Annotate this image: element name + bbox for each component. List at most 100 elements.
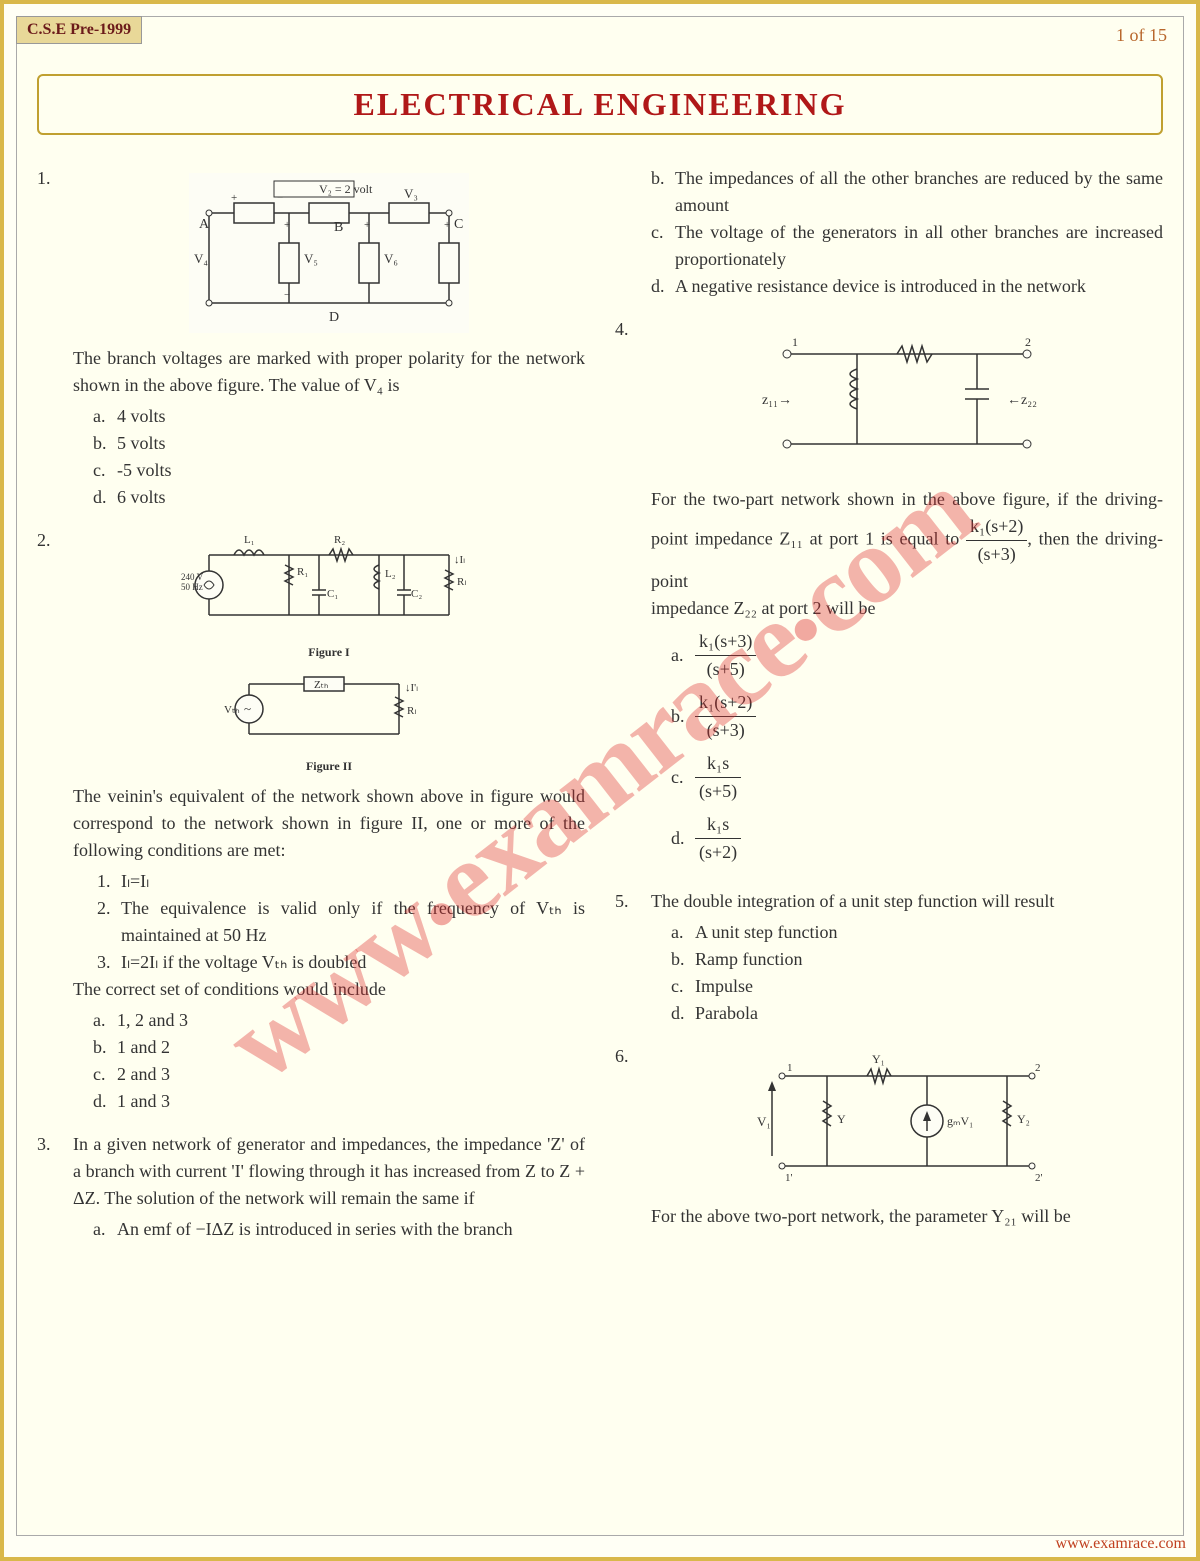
q3-body: In a given network of generator and impe…: [73, 1131, 585, 1243]
cond-num: 3.: [97, 949, 121, 976]
svg-text:C₁: C₁: [327, 588, 338, 600]
svg-text:1: 1: [787, 1062, 793, 1074]
opt-letter: c.: [651, 219, 675, 273]
q2-options: a.1, 2 and 3 b.1 and 2 c.2 and 3 d.1 and…: [93, 1007, 585, 1115]
svg-text:V₅: V₅: [304, 251, 318, 266]
q2-opt-c: 2 and 3: [117, 1061, 170, 1088]
q5-body: The double integration of a unit step fu…: [651, 888, 1163, 1027]
svg-text:L₁: L₁: [244, 535, 255, 546]
q1-circuit-diagram: V₂ = 2 volt A B C D V₄ V₅ V₆ V₃ + −: [189, 173, 469, 333]
svg-text:Y₁: Y₁: [872, 1052, 885, 1066]
svg-text:←z₂₂: ←z₂₂: [1007, 393, 1037, 408]
svg-text:↓I'ₗ: ↓I'ₗ: [405, 682, 418, 694]
opt-letter: d.: [671, 825, 695, 852]
q1-opt-c: -5 volts: [117, 457, 172, 484]
q1-options: a.4 volts b.5 volts c.-5 volts d.6 volts: [93, 403, 585, 511]
q2-figure2-diagram: Vₜₕ ~ Zₜₕ Rₗ ↓I'ₗ: [219, 669, 439, 749]
q2-number: 2.: [37, 527, 73, 1115]
q5-number: 5.: [615, 888, 651, 1027]
opt-letter: c.: [93, 457, 117, 484]
svg-text:−: −: [284, 289, 290, 301]
question-4: 4.: [615, 316, 1163, 872]
q3-opt-c: The voltage of the generators in all oth…: [675, 219, 1163, 273]
svg-text:+: +: [231, 192, 237, 204]
page-number: 1 of 15: [1116, 25, 1167, 46]
q6-number: 6.: [615, 1043, 651, 1230]
q2-opt-d: 1 and 3: [117, 1088, 170, 1115]
frac-den: (s+5): [695, 778, 741, 805]
q4-options: a. k₁(s+3)(s+5) b. k₁(s+2)(s+3) c. k₁s(s…: [671, 628, 1163, 866]
q2-cond-1: Iₗ=Iₗ: [121, 868, 149, 895]
q2-opt-b: 1 and 2: [117, 1034, 170, 1061]
q3-number: 3.: [37, 1131, 73, 1243]
q1-body: V₂ = 2 volt A B C D V₄ V₅ V₆ V₃ + −: [73, 165, 585, 511]
opt-letter: b.: [671, 703, 695, 730]
inner-frame: C.S.E Pre-1999 1 of 15 ELECTRICAL ENGINE…: [16, 16, 1184, 1536]
opt-letter: c.: [671, 973, 695, 1000]
question-2: 2. 240 V 50 Hz: [37, 527, 585, 1115]
opt-letter: b.: [93, 430, 117, 457]
svg-text:Zₜₕ: Zₜₕ: [314, 679, 328, 691]
q6-circuit-diagram: Y₁ V₁ Y: [757, 1051, 1057, 1191]
opt-letter: d.: [671, 1000, 695, 1027]
svg-text:R₂: R₂: [334, 535, 345, 546]
svg-text:240 V: 240 V: [181, 572, 204, 582]
svg-text:+: +: [364, 219, 370, 231]
q2-conditions: 1.Iₗ=Iₗ 2.The equivalence is valid only …: [97, 868, 585, 976]
svg-text:A: A: [199, 217, 210, 232]
q5-opt-d: Parabola: [695, 1000, 758, 1027]
svg-text:B: B: [334, 220, 343, 235]
q4-number: 4.: [615, 316, 651, 872]
opt-letter: b.: [671, 946, 695, 973]
question-3-continued: b.The impedances of all the other branch…: [615, 165, 1163, 300]
q6-text: For the above two-port network, the para…: [651, 1203, 1163, 1230]
svg-text:2: 2: [1025, 335, 1031, 349]
q3-opt-d: A negative resistance device is introduc…: [675, 273, 1086, 300]
opt-letter: a.: [671, 919, 695, 946]
content-columns: 1.: [17, 155, 1183, 1269]
frac-num: k₁s: [695, 750, 741, 778]
opt-letter: a.: [93, 403, 117, 430]
svg-text:1': 1': [785, 1172, 793, 1184]
q2-fig2-label: Figure II: [73, 757, 585, 775]
q2-text1: The veinin's equivalent of the network s…: [73, 783, 585, 864]
opt-letter: d.: [93, 1088, 117, 1115]
opt-letter: b.: [651, 165, 675, 219]
q4-circuit-diagram: 1 2 z₁₁→ ←z₂₂: [757, 324, 1057, 474]
cond-num: 1.: [97, 868, 121, 895]
q2-fig1-label: Figure I: [73, 643, 585, 661]
q4-opt-c-frac: k₁s(s+5): [695, 750, 741, 805]
frac-num: k₁s: [695, 811, 741, 839]
spacer: [615, 165, 651, 300]
svg-text:Y₂: Y₂: [1017, 1112, 1030, 1126]
exam-header: C.S.E Pre-1999: [16, 16, 142, 44]
q5-opt-a: A unit step function: [695, 919, 838, 946]
svg-text:C: C: [454, 217, 463, 232]
frac-num: k₁(s+3): [695, 628, 756, 656]
svg-text:R₁: R₁: [297, 566, 308, 578]
frac-den: (s+5): [695, 656, 756, 683]
svg-text:−: −: [277, 192, 283, 204]
svg-text:V₃: V₃: [404, 186, 418, 201]
svg-text:V₁: V₁: [757, 1114, 771, 1129]
page-frame: C.S.E Pre-1999 1 of 15 ELECTRICAL ENGINE…: [0, 0, 1200, 1561]
q2-cond-3: Iₗ=2Iₗ if the voltage Vₜₕ is doubled: [121, 949, 366, 976]
svg-text:↓Iₗ: ↓Iₗ: [454, 554, 465, 566]
q3-opt-b: The impedances of all the other branches…: [675, 165, 1163, 219]
frac-num: k₁(s+2): [695, 689, 756, 717]
q5-options: a.A unit step function b.Ramp function c…: [671, 919, 1163, 1027]
q4-z11-den: (s+3): [966, 541, 1027, 568]
q4-text3: impedance Z₂₂ at port 2 will be: [651, 595, 1163, 622]
left-column: 1.: [37, 165, 585, 1259]
q4-text-block: For the two-part network shown in the ab…: [651, 486, 1163, 595]
q2-figure1-diagram: 240 V 50 Hz L₁ R₂: [179, 535, 479, 635]
opt-letter: b.: [93, 1034, 117, 1061]
opt-letter: a.: [671, 642, 695, 669]
question-3: 3. In a given network of generator and i…: [37, 1131, 585, 1243]
svg-text:gₘV₁: gₘV₁: [947, 1114, 973, 1128]
q2-opt-a: 1, 2 and 3: [117, 1007, 188, 1034]
right-column: b.The impedances of all the other branch…: [615, 165, 1163, 1259]
q1-opt-d: 6 volts: [117, 484, 166, 511]
svg-text:V₄: V₄: [194, 251, 208, 266]
q4-z11-num: k₁(s+2): [966, 513, 1027, 541]
